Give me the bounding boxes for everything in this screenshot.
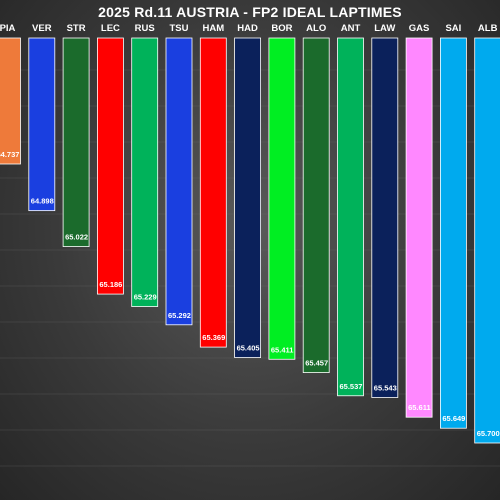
category-label-tsu: TSU bbox=[170, 23, 189, 34]
value-label-pia: 64.737 bbox=[0, 150, 19, 159]
bar-lec bbox=[97, 37, 124, 295]
bar-ham bbox=[199, 37, 227, 348]
value-label-ant: 65.537 bbox=[340, 382, 363, 391]
bar-str bbox=[62, 37, 90, 247]
value-label-tsu: 65.292 bbox=[168, 311, 191, 320]
category-label-bor: BOR bbox=[271, 23, 292, 34]
value-label-rus: 65.229 bbox=[134, 293, 157, 302]
category-label-gas: GAS bbox=[409, 23, 430, 34]
category-label-str: STR bbox=[67, 23, 86, 34]
value-label-had: 65.405 bbox=[237, 344, 260, 353]
category-label-sai: SAI bbox=[445, 23, 461, 34]
value-label-str: 65.022 bbox=[65, 233, 88, 242]
category-label-ver: VER bbox=[32, 23, 52, 34]
bar-tsu bbox=[165, 37, 193, 326]
chart-title: 2025 Rd.11 AUSTRIA - FP2 IDEAL LAPTIMES bbox=[98, 4, 402, 20]
category-label-alb: ALB bbox=[478, 23, 498, 34]
category-label-had: HAD bbox=[237, 23, 258, 34]
bar-had bbox=[234, 37, 262, 358]
category-label-ham: HAM bbox=[202, 23, 224, 34]
category-label-rus: RUS bbox=[135, 23, 155, 34]
bar-rus bbox=[131, 37, 159, 307]
category-label-pia: PIA bbox=[0, 23, 16, 34]
value-label-ham: 65.369 bbox=[202, 333, 225, 342]
value-label-lec: 65.186 bbox=[99, 280, 122, 289]
bar-alb bbox=[474, 37, 500, 444]
category-label-ant: ANT bbox=[341, 23, 361, 34]
value-label-bor: 65.411 bbox=[271, 345, 294, 354]
bar-alo bbox=[302, 37, 330, 373]
bar-gas bbox=[405, 37, 433, 418]
value-label-sai: 65.649 bbox=[442, 414, 465, 423]
bar-sai bbox=[439, 37, 467, 429]
bar-ant bbox=[337, 37, 364, 397]
bar-law bbox=[371, 37, 399, 398]
value-label-ver: 64.898 bbox=[31, 197, 54, 206]
category-label-law: LAW bbox=[374, 23, 395, 34]
value-label-law: 65.543 bbox=[374, 384, 397, 393]
category-label-lec: LEC bbox=[101, 23, 120, 34]
category-label-alo: ALO bbox=[306, 23, 326, 34]
value-label-alb: 65.700 bbox=[477, 429, 500, 438]
bar-pia bbox=[0, 37, 21, 165]
bar-bor bbox=[268, 37, 296, 360]
value-label-alo: 65.457 bbox=[305, 359, 328, 368]
value-label-gas: 65.611 bbox=[408, 403, 431, 412]
bar-ver bbox=[28, 37, 56, 212]
